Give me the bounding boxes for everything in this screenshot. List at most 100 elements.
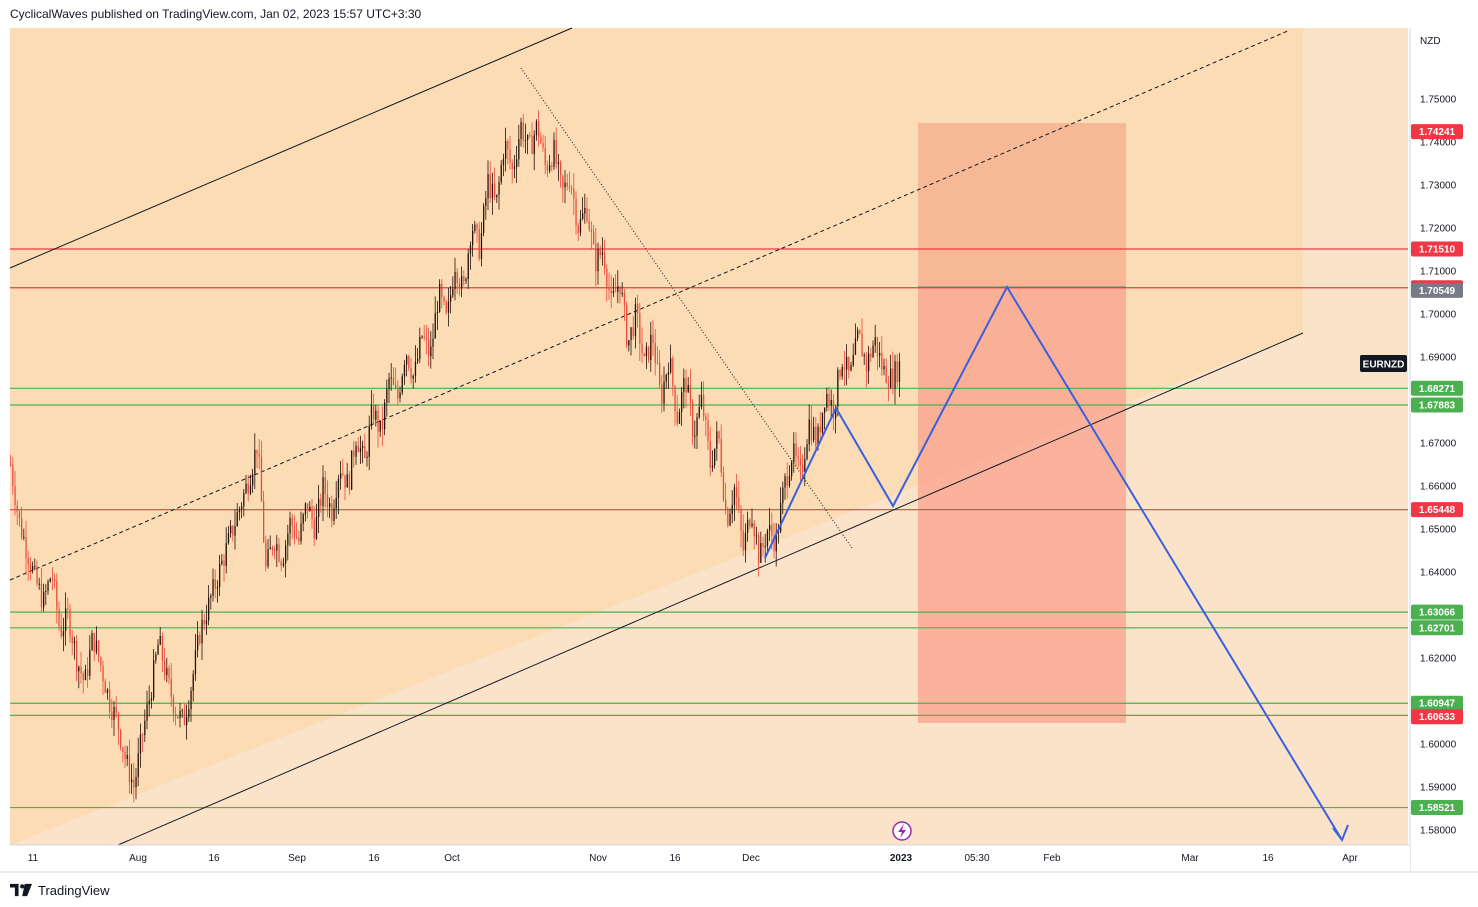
- candle-body: [289, 517, 291, 534]
- candle-body: [848, 356, 850, 371]
- candle-body: [826, 393, 828, 408]
- candle-body: [194, 650, 197, 675]
- candle-body: [841, 367, 843, 377]
- level-label-box: [1411, 124, 1463, 140]
- candle-body: [597, 249, 599, 272]
- candle-body: [403, 364, 406, 377]
- level-label: 1.58521: [1419, 803, 1456, 814]
- candle-body: [766, 530, 769, 547]
- candle-body: [287, 533, 289, 546]
- y-tick-label: 1.71000: [1420, 266, 1457, 277]
- candle-body: [500, 165, 502, 183]
- candle-body: [117, 713, 120, 730]
- candle-body: [436, 311, 439, 314]
- candle-body: [82, 673, 84, 680]
- candle-body: [742, 530, 744, 551]
- candle-body: [236, 512, 238, 527]
- candle-body: [406, 356, 408, 365]
- level-label-box: [1411, 241, 1463, 257]
- candle-body: [890, 368, 892, 388]
- candle-body: [645, 346, 648, 357]
- candle-body: [652, 334, 654, 344]
- candle-body: [837, 369, 839, 407]
- candle-body: [489, 174, 491, 199]
- candle-body: [300, 523, 302, 542]
- level-label-box: [1411, 282, 1463, 298]
- candle-body: [232, 525, 234, 536]
- candle-body: [604, 252, 606, 269]
- y-tick-label: 1.69000: [1420, 352, 1457, 363]
- brand-label: TradingView: [38, 882, 110, 898]
- publisher-caption: CyclicalWaves published on TradingView.c…: [10, 7, 422, 21]
- x-tick-label: Sep: [288, 853, 306, 864]
- candle-body: [113, 706, 115, 721]
- candle-body: [705, 416, 707, 421]
- candle-body: [764, 546, 766, 548]
- y-tick-label: 1.60000: [1420, 739, 1457, 750]
- candle-body: [181, 710, 183, 712]
- candle-body: [234, 526, 236, 536]
- candle-body: [76, 641, 78, 672]
- candle-body: [571, 188, 573, 190]
- level-label-box: [1411, 604, 1463, 620]
- candle-body: [159, 635, 161, 645]
- candle-body: [425, 337, 428, 340]
- candle-body: [190, 690, 192, 710]
- candle-body: [582, 213, 584, 219]
- candle-body: [799, 458, 802, 466]
- candlestick-series: [10, 110, 901, 803]
- candle-body: [758, 535, 760, 563]
- candle-body: [368, 425, 370, 457]
- time-axis[interactable]: [10, 845, 1410, 872]
- x-tick-label: 05:30: [964, 853, 989, 864]
- candle-body: [630, 327, 632, 341]
- candle-body: [876, 337, 879, 356]
- candle-body: [808, 419, 810, 445]
- candle-body: [579, 218, 582, 233]
- candle-body: [802, 465, 804, 473]
- candle-body: [868, 353, 870, 372]
- candle-body: [577, 225, 579, 233]
- candle-body: [663, 381, 665, 404]
- target-zone-box: [918, 287, 1126, 723]
- candle-body: [685, 378, 687, 393]
- candle-body: [56, 581, 58, 610]
- y-tick-label: 1.73000: [1420, 180, 1457, 191]
- candle-body: [183, 710, 186, 725]
- candle-body: [791, 462, 793, 477]
- candle-body: [775, 532, 777, 552]
- candle-body: [168, 668, 170, 679]
- tradingview-brand[interactable]: TradingView: [10, 880, 110, 900]
- level-label-box: [1411, 380, 1463, 396]
- candle-body: [40, 583, 43, 608]
- level-label: 1.70549: [1419, 286, 1456, 297]
- lightning-icon[interactable]: [892, 821, 912, 841]
- candle-body: [161, 635, 164, 661]
- candle-body: [304, 503, 307, 515]
- y-tick-label: 1.72000: [1420, 223, 1457, 234]
- candle-body: [274, 550, 276, 552]
- candle-body: [634, 303, 637, 337]
- candle-body: [450, 295, 452, 302]
- candle-body: [71, 636, 73, 644]
- candle-body: [593, 232, 595, 244]
- candle-body: [311, 506, 313, 520]
- candle-body: [258, 453, 260, 457]
- candle-body: [384, 402, 386, 430]
- candle-body: [188, 709, 190, 718]
- candle-body: [648, 346, 650, 360]
- stop-zone-box: [918, 123, 1126, 287]
- candle-body: [828, 393, 830, 406]
- level-price-labels: 1.742411.715101.706091.705491.682711.678…: [1411, 124, 1463, 816]
- candle-body: [472, 230, 474, 246]
- candle-body: [696, 417, 698, 436]
- symbol-badge[interactable]: EURNZD: [1360, 355, 1407, 372]
- candle-body: [487, 174, 489, 199]
- candle-body: [326, 494, 329, 508]
- candle-body: [623, 293, 626, 306]
- candle-body: [386, 389, 388, 403]
- x-tick-label: Oct: [444, 853, 460, 864]
- candle-body: [318, 498, 320, 517]
- candle-body: [423, 336, 425, 338]
